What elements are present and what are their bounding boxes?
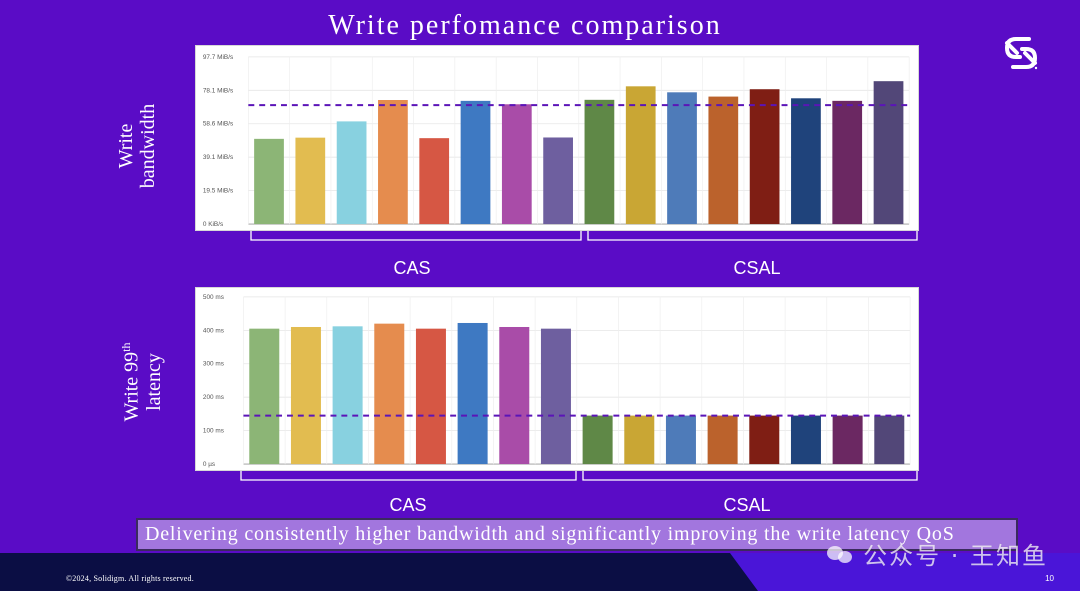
bandwidth-bar-1	[254, 138, 284, 225]
latency-y-tick-label: 100 ms	[203, 428, 224, 435]
latency-bar-1	[249, 328, 280, 465]
slide-title: Write perfomance comparison	[328, 10, 722, 41]
summary-callout: Delivering consistently higher bandwidth…	[136, 518, 1018, 551]
latency-bar-9	[582, 415, 613, 465]
bandwidth-axis-title-line-2: bandwidth	[137, 103, 159, 189]
latency-bar-7	[499, 326, 530, 465]
latency-chart-svg: 0 µs 100 ms 200 ms 300 ms 400 ms 500 ms	[203, 294, 911, 468]
latency-bar-4	[374, 323, 405, 465]
bandwidth-axis-title: Write bandwidth	[115, 91, 159, 201]
bandwidth-y-tick-label: 97.7 MiB/s	[203, 54, 233, 61]
top-cas-brace	[250, 231, 582, 241]
solidigm-logo-icon	[1005, 37, 1038, 70]
bandwidth-bar-3	[336, 121, 367, 225]
bandwidth-bar-13	[749, 89, 780, 225]
bandwidth-bar-15	[832, 100, 863, 225]
watermark-text: 公众号 · 王知鱼	[863, 542, 1048, 570]
latency-bar-14	[790, 415, 821, 465]
latency-axis-title-main: Write 99	[120, 351, 143, 422]
bandwidth-chart: 0 KiB/s 19.5 MiB/s 39.1 MiB/s 58.6 MiB/s 78.…	[195, 45, 919, 231]
top-cas-label: CAS	[393, 258, 431, 278]
bandwidth-bar-5	[419, 138, 450, 225]
bandwidth-bar-9	[584, 99, 615, 225]
latency-axis-title-line-2: latency	[142, 353, 165, 411]
bandwidth-bar-8	[543, 137, 573, 225]
latency-axis-title-superscript: th	[119, 342, 133, 352]
top-csal-label: CSAL	[733, 258, 781, 278]
footer: ©2024, Solidigm. All rights reserved. 10	[0, 553, 1080, 591]
latency-y-tick-label: 400 ms	[203, 327, 224, 334]
bandwidth-bar-2	[295, 137, 326, 225]
bottom-csal-label: CSAL	[723, 495, 771, 515]
bottom-cas-label: CAS	[389, 495, 427, 515]
bandwidth-y-tick-label: 78.1 MiB/s	[203, 87, 233, 94]
latency-bar-8	[540, 328, 571, 465]
latency-axis-title-line-1: Write 99th	[115, 323, 143, 441]
bandwidth-bar-16	[873, 81, 904, 225]
latency-bar-2	[290, 326, 321, 465]
bandwidth-y-tick-label: 39.1 MiB/s	[203, 154, 233, 161]
copyright-text: ©2024, Solidigm. All rights reserved.	[66, 574, 194, 583]
footer-accent-wedge	[730, 553, 1080, 591]
bottom-csal-brace	[582, 471, 918, 481]
bandwidth-bar-11	[667, 92, 697, 225]
top-csal-brace	[587, 231, 918, 241]
latency-bar-11	[665, 415, 696, 465]
bandwidth-bar-12	[708, 96, 739, 225]
latency-bar-12	[707, 415, 738, 465]
bandwidth-bar-4	[378, 100, 408, 225]
bandwidth-bar-6	[460, 100, 491, 225]
latency-y-tick-label: 200 ms	[203, 394, 224, 401]
latency-bar-16	[874, 415, 905, 465]
bandwidth-y-tick-label: 0 KiB/s	[203, 221, 223, 228]
latency-bar-3	[332, 326, 363, 465]
watermark: 公众号 · 王知鱼	[827, 536, 1048, 571]
bandwidth-y-tick-label: 19.5 MiB/s	[203, 188, 233, 195]
page-number: 10	[1045, 574, 1054, 583]
latency-y-tick-label: 300 ms	[203, 361, 224, 368]
wechat-icon	[827, 543, 855, 565]
bandwidth-bar-7	[501, 104, 532, 225]
latency-bar-15	[832, 415, 863, 465]
bandwidth-axis-title-line-1: Write	[115, 123, 137, 169]
bandwidth-bar-10	[625, 86, 656, 225]
latency-bar-6	[457, 322, 488, 465]
bandwidth-y-tick-label: 58.6 MiB/s	[203, 121, 233, 128]
latency-y-tick-label: 500 ms	[203, 294, 224, 301]
latency-chart: 0 µs 100 ms 200 ms 300 ms 400 ms 500 ms	[195, 287, 919, 471]
bottom-cas-brace	[240, 471, 577, 481]
latency-y-tick-label: 0 µs	[203, 461, 215, 468]
latency-bar-13	[749, 415, 780, 465]
latency-bar-5	[415, 328, 446, 465]
latency-bar-10	[624, 415, 655, 465]
bandwidth-chart-svg: 0 KiB/s 19.5 MiB/s 39.1 MiB/s 58.6 MiB/s 78.…	[203, 54, 910, 228]
bandwidth-bar-14	[791, 98, 821, 225]
latency-axis-title: Write 99th latency	[115, 323, 165, 441]
